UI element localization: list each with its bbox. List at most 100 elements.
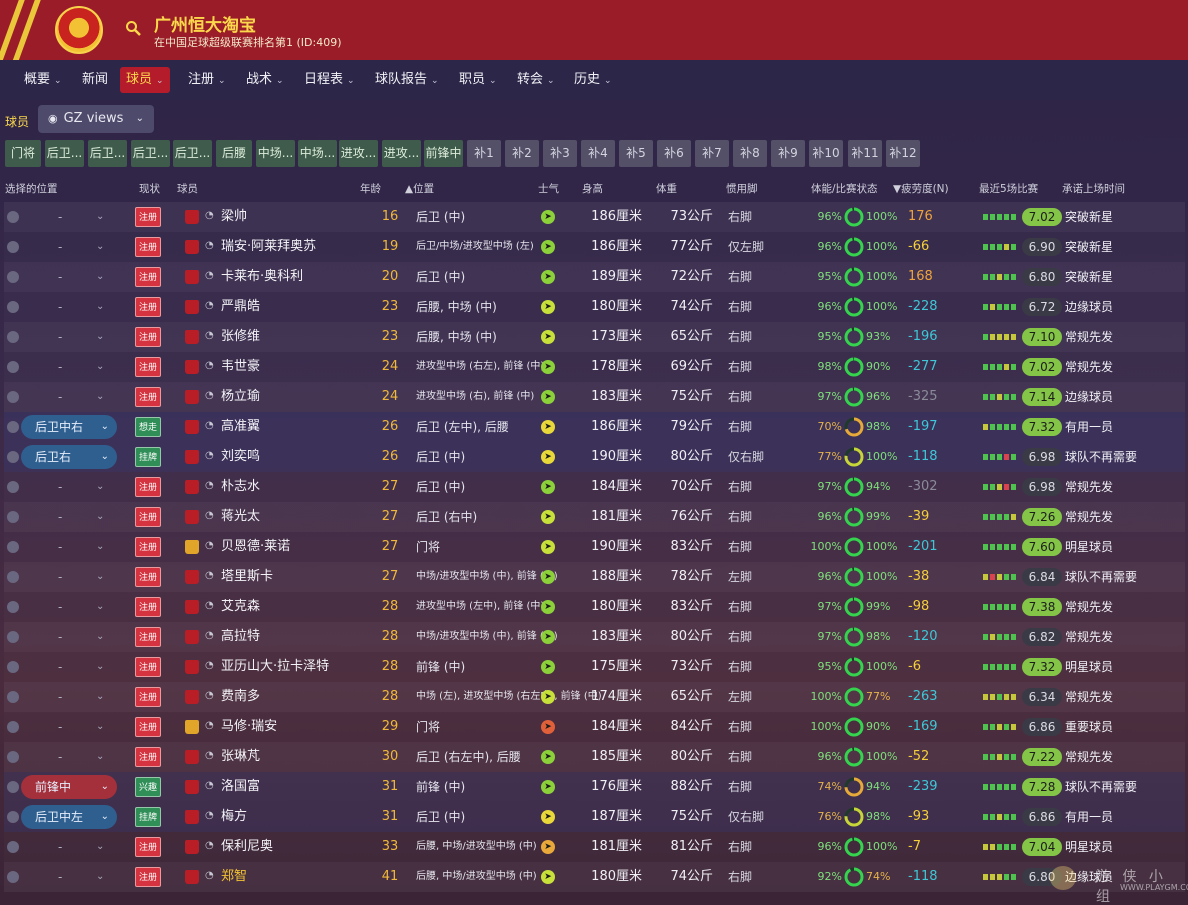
table-row[interactable]: - ⌄ 注册 ◔ 艾克森 28 进攻型中场 (左中), 前锋 (中) ➤ 180厘米 83公斤 右脚… bbox=[4, 592, 1185, 622]
nav-item[interactable]: 职员 ⌄ bbox=[453, 67, 503, 93]
player-profile-icon[interactable]: ◔ bbox=[205, 330, 214, 341]
position-tab[interactable]: 补8 bbox=[733, 140, 767, 167]
chevron-down-icon[interactable]: ⌄ bbox=[96, 361, 105, 372]
player-profile-icon[interactable]: ◔ bbox=[205, 540, 214, 551]
player-name[interactable]: 张琳芃 bbox=[221, 749, 261, 764]
status-badge[interactable]: 注册 bbox=[135, 567, 161, 587]
select-checkbox[interactable] bbox=[7, 271, 19, 283]
club-crest[interactable] bbox=[55, 6, 103, 54]
player-name[interactable]: 马修·瑞安 bbox=[221, 719, 278, 734]
chevron-down-icon[interactable]: ⌄ bbox=[96, 391, 105, 402]
player-profile-icon[interactable]: ◔ bbox=[205, 840, 214, 851]
select-checkbox[interactable] bbox=[7, 721, 19, 733]
col-select-position[interactable]: 选择的位置 bbox=[5, 183, 58, 195]
table-row[interactable]: - ⌄ 注册 ◔ 费南多 28 中场 (左), 进攻型中场 (右左中), 前锋 (中) ➤ 17… bbox=[4, 682, 1185, 712]
position-tab[interactable]: 前锋中 bbox=[424, 140, 463, 167]
position-tab[interactable]: 补11 bbox=[848, 140, 882, 167]
player-name[interactable]: 塔里斯卡 bbox=[221, 569, 274, 584]
player-name[interactable]: 艾克森 bbox=[221, 599, 261, 614]
chevron-down-icon[interactable]: ⌄ bbox=[96, 871, 105, 882]
status-badge[interactable]: 注册 bbox=[135, 717, 161, 737]
player-name[interactable]: 严鼎皓 bbox=[221, 299, 261, 314]
table-row[interactable]: - ⌄ 注册 ◔ 郑智 41 后腰, 中场/进攻型中场 (中) ➤ 180厘米 74公斤 右脚 92%… bbox=[4, 862, 1185, 892]
chevron-down-icon[interactable]: ⌄ bbox=[96, 841, 105, 852]
nav-item[interactable]: 球队报告 ⌄ bbox=[369, 67, 445, 93]
select-checkbox[interactable] bbox=[7, 331, 19, 343]
table-row[interactable]: - ⌄ 注册 ◔ 韦世豪 24 进攻型中场 (右左), 前锋 (中) ➤ 178厘米 69公斤 右脚… bbox=[4, 352, 1185, 382]
select-checkbox[interactable] bbox=[7, 691, 19, 703]
nav-item[interactable]: 历史 ⌄ bbox=[568, 67, 618, 93]
player-profile-icon[interactable]: ◔ bbox=[205, 420, 214, 431]
col-weight[interactable]: 体重 bbox=[656, 183, 677, 195]
table-row[interactable]: 后卫中左 ⌄ 挂牌 ◔ 梅方 31 后卫 (中) ➤ 187厘米 75公斤 仅右脚 76% 98% -93… bbox=[4, 802, 1185, 832]
selected-position-dropdown[interactable]: 后卫中右 ⌄ bbox=[21, 415, 117, 439]
position-tab[interactable]: 进攻... bbox=[339, 140, 378, 167]
position-tab[interactable]: 后卫... bbox=[131, 140, 170, 167]
chevron-down-icon[interactable]: ⌄ bbox=[96, 541, 105, 552]
select-checkbox[interactable] bbox=[7, 871, 19, 883]
position-tab[interactable]: 补10 bbox=[809, 140, 843, 167]
select-checkbox[interactable] bbox=[7, 301, 19, 313]
player-profile-icon[interactable]: ◔ bbox=[205, 570, 214, 581]
table-row[interactable]: 后卫中右 ⌄ 想走 ◔ 高准翼 26 后卫 (左中), 后腰 ➤ 186厘米 79公斤 右脚 70% 9… bbox=[4, 412, 1185, 442]
position-tab[interactable]: 后腰 bbox=[216, 140, 252, 167]
col-condition[interactable]: 体能/比赛状态 bbox=[811, 183, 878, 195]
player-name[interactable]: 洛国富 bbox=[221, 779, 261, 794]
chevron-down-icon[interactable]: ⌄ bbox=[96, 661, 105, 672]
chevron-down-icon[interactable]: ⌄ bbox=[96, 271, 105, 282]
status-badge[interactable]: 注册 bbox=[135, 867, 161, 887]
table-row[interactable]: - ⌄ 注册 ◔ 卡莱布·奥科利 20 后卫 (中) ➤ 189厘米 72公斤 右脚 95% 100% 1… bbox=[4, 262, 1185, 292]
select-checkbox[interactable] bbox=[7, 571, 19, 583]
nav-item[interactable]: 战术 ⌄ bbox=[240, 67, 290, 93]
col-form[interactable]: 最近5场比赛 bbox=[979, 183, 1039, 195]
status-badge[interactable]: 注册 bbox=[135, 297, 161, 317]
selected-position-dropdown[interactable]: 后卫中左 ⌄ bbox=[21, 805, 117, 829]
position-tab[interactable]: 补5 bbox=[619, 140, 653, 167]
player-profile-icon[interactable]: ◔ bbox=[205, 630, 214, 641]
table-row[interactable]: - ⌄ 注册 ◔ 亚历山大·拉卡泽特 28 前锋 (中) ➤ 175厘米 73公斤 右脚 95% 100… bbox=[4, 652, 1185, 682]
status-badge[interactable]: 注册 bbox=[135, 537, 161, 557]
status-badge[interactable]: 注册 bbox=[135, 507, 161, 527]
player-name[interactable]: 梁帅 bbox=[221, 209, 248, 224]
player-name[interactable]: 高拉特 bbox=[221, 629, 261, 644]
selected-position-dropdown[interactable]: 前锋中 ⌄ bbox=[21, 775, 117, 799]
status-badge[interactable]: 挂牌 bbox=[135, 807, 161, 827]
status-badge[interactable]: 注册 bbox=[135, 747, 161, 767]
chevron-down-icon[interactable]: ⌄ bbox=[96, 481, 105, 492]
player-name[interactable]: 保利尼奥 bbox=[221, 839, 274, 854]
nav-item[interactable]: 球员 ⌄ bbox=[120, 67, 170, 93]
select-checkbox[interactable] bbox=[7, 421, 19, 433]
player-name[interactable]: 亚历山大·拉卡泽特 bbox=[221, 659, 330, 674]
position-tab[interactable]: 后卫... bbox=[45, 140, 84, 167]
status-badge[interactable]: 注册 bbox=[135, 207, 161, 227]
nav-item[interactable]: 新闻 bbox=[76, 67, 114, 93]
nav-item[interactable]: 日程表 ⌄ bbox=[298, 67, 361, 93]
col-foot[interactable]: 惯用脚 bbox=[726, 183, 758, 195]
position-tab[interactable]: 补1 bbox=[467, 140, 501, 167]
player-profile-icon[interactable]: ◔ bbox=[205, 270, 214, 281]
position-tab[interactable]: 门将 bbox=[5, 140, 41, 167]
chevron-down-icon[interactable]: ⌄ bbox=[96, 511, 105, 522]
player-profile-icon[interactable]: ◔ bbox=[205, 450, 214, 461]
table-row[interactable]: - ⌄ 注册 ◔ 严鼎皓 23 后腰, 中场 (中) ➤ 180厘米 74公斤 右脚 96% 100% -… bbox=[4, 292, 1185, 322]
status-badge[interactable]: 注册 bbox=[135, 327, 161, 347]
player-profile-icon[interactable]: ◔ bbox=[205, 720, 214, 731]
chevron-down-icon[interactable]: ⌄ bbox=[96, 751, 105, 762]
player-name[interactable]: 瑞安·阿莱拜奥苏 bbox=[221, 239, 317, 254]
status-badge[interactable]: 注册 bbox=[135, 837, 161, 857]
select-checkbox[interactable] bbox=[7, 361, 19, 373]
selected-position-dropdown[interactable]: 后卫右 ⌄ bbox=[21, 445, 117, 469]
table-row[interactable]: - ⌄ 注册 ◔ 张修维 23 后腰, 中场 (中) ➤ 173厘米 65公斤 右脚 95% 93% -1… bbox=[4, 322, 1185, 352]
chevron-down-icon[interactable]: ⌄ bbox=[96, 331, 105, 342]
chevron-down-icon[interactable]: ⌄ bbox=[96, 601, 105, 612]
position-tab[interactable]: 后卫... bbox=[88, 140, 127, 167]
nav-item[interactable]: 概要 ⌄ bbox=[18, 67, 68, 93]
player-name[interactable]: 卡莱布·奥科利 bbox=[221, 269, 304, 284]
player-profile-icon[interactable]: ◔ bbox=[205, 810, 214, 821]
player-name[interactable]: 蒋光太 bbox=[221, 509, 261, 524]
status-badge[interactable]: 注册 bbox=[135, 597, 161, 617]
search-icon[interactable] bbox=[125, 20, 141, 36]
status-badge[interactable]: 注册 bbox=[135, 357, 161, 377]
status-badge[interactable]: 挂牌 bbox=[135, 447, 161, 467]
player-profile-icon[interactable]: ◔ bbox=[205, 510, 214, 521]
